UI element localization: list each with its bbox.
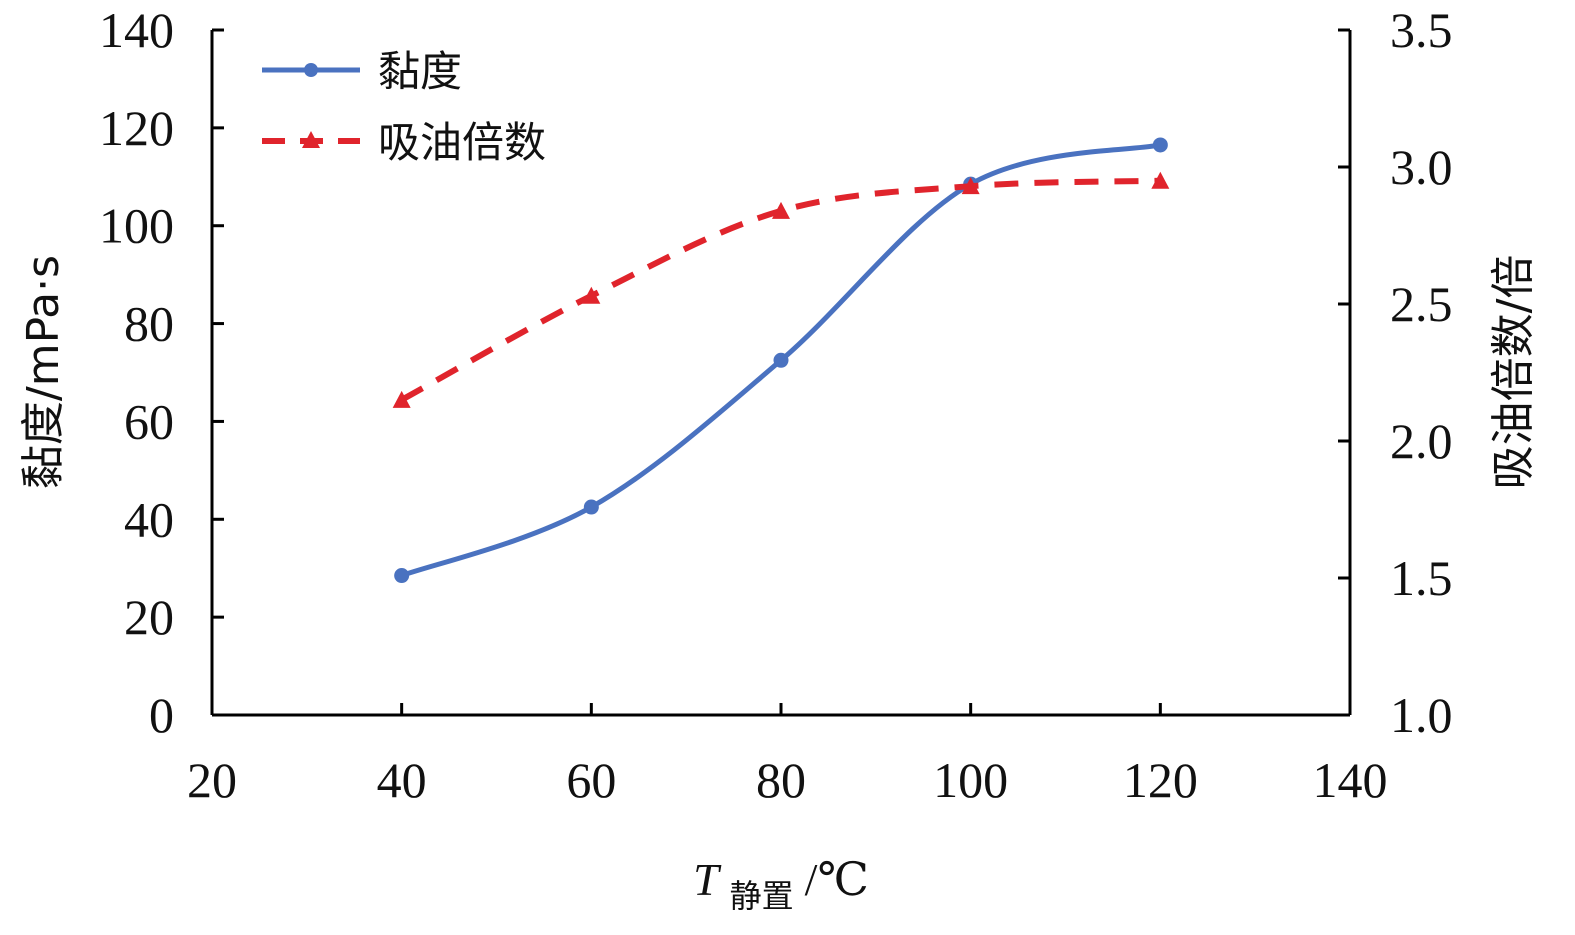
legend-label-oil-absorption: 吸油倍数 [378,118,546,167]
y-left-ticks: 0 20 40 60 80 100 120 140 [99,2,224,743]
data-point-viscosity [583,499,599,515]
y-right-tick-label: 3.0 [1390,139,1453,195]
y-right-ticks: 1.0 1.5 2.0 2.5 3.0 3.5 [1338,2,1453,743]
data-point-oil-absorption [1151,171,1170,189]
series-line-oil-absorption [400,177,1161,403]
data-point-oil-absorption [961,177,980,195]
y-left-tick-label: 80 [124,296,174,352]
y-left-tick-label: 140 [99,2,174,58]
data-point-viscosity [394,568,410,584]
legend-label-viscosity: 黏度 [378,47,462,96]
data-point-oil-absorption [772,201,790,219]
legend-item-oil-absorption: 吸油倍数 [262,118,546,167]
y-right-tick-label: 2.0 [1390,413,1453,469]
y-left-tick-label: 20 [124,589,174,645]
x-tick-label: 60 [566,752,616,808]
x-tick-label: 20 [187,752,237,808]
x-tick-label: 140 [1313,752,1388,808]
y-axis-right-title: 吸油倍数/倍 [1488,255,1539,490]
y-left-tick-label: 0 [149,687,174,743]
legend-marker-oil-absorption [302,131,320,148]
data-point-viscosity [1152,137,1168,153]
legend-item-viscosity: 黏度 [262,47,462,96]
x-tick-label: 100 [933,752,1008,808]
y-right-tick-label: 1.5 [1390,550,1453,606]
y-left-tick-label: 120 [99,100,174,156]
data-point-oil-absorption [392,390,411,408]
x-axis-title: T 静置 /℃ [693,854,869,917]
y-left-tick-label: 60 [124,393,174,449]
y-right-tick-label: 1.0 [1390,687,1453,743]
y-axis-left-title: 黏度/mPa·s [18,255,69,489]
x-tick-label: 80 [756,752,806,808]
y-left-tick-label: 100 [99,198,174,254]
x-axis-title-unit: /℃ [805,854,869,905]
y-right-tick-label: 3.5 [1390,2,1453,58]
x-axis-title-subscript: 静置 [730,877,794,915]
y-right-tick-label: 2.5 [1390,276,1453,332]
series-layer [392,137,1170,584]
legend-marker-viscosity [304,63,318,77]
x-ticks: 20 40 60 80 100 120 140 [187,703,1388,808]
x-axis-title-main: T [693,854,722,905]
legend: 黏度 吸油倍数 [262,47,546,167]
x-tick-label: 40 [377,752,427,808]
data-point-viscosity [773,352,789,368]
y-left-tick-label: 40 [124,491,174,547]
data-point-oil-absorption [582,286,601,304]
x-tick-label: 120 [1123,752,1198,808]
